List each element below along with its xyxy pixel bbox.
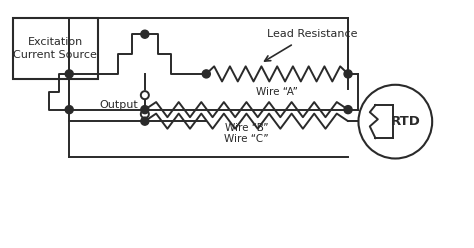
Circle shape — [358, 85, 432, 158]
Circle shape — [344, 106, 352, 114]
Circle shape — [141, 30, 149, 38]
Circle shape — [141, 110, 149, 118]
Circle shape — [141, 91, 149, 99]
Circle shape — [202, 70, 210, 78]
Circle shape — [141, 117, 149, 125]
Circle shape — [65, 106, 73, 114]
Circle shape — [141, 106, 149, 114]
FancyBboxPatch shape — [12, 18, 98, 79]
Text: Output: Output — [100, 100, 138, 110]
Circle shape — [65, 70, 73, 78]
Text: Wire “B”: Wire “B” — [225, 123, 268, 133]
Text: Lead Resistance: Lead Resistance — [267, 29, 358, 39]
Text: Wire “A”: Wire “A” — [256, 87, 298, 97]
Text: Excitation
Current Source: Excitation Current Source — [13, 37, 97, 60]
Text: Wire “C”: Wire “C” — [224, 134, 269, 144]
Text: RTD: RTD — [391, 115, 420, 128]
Circle shape — [344, 70, 352, 78]
